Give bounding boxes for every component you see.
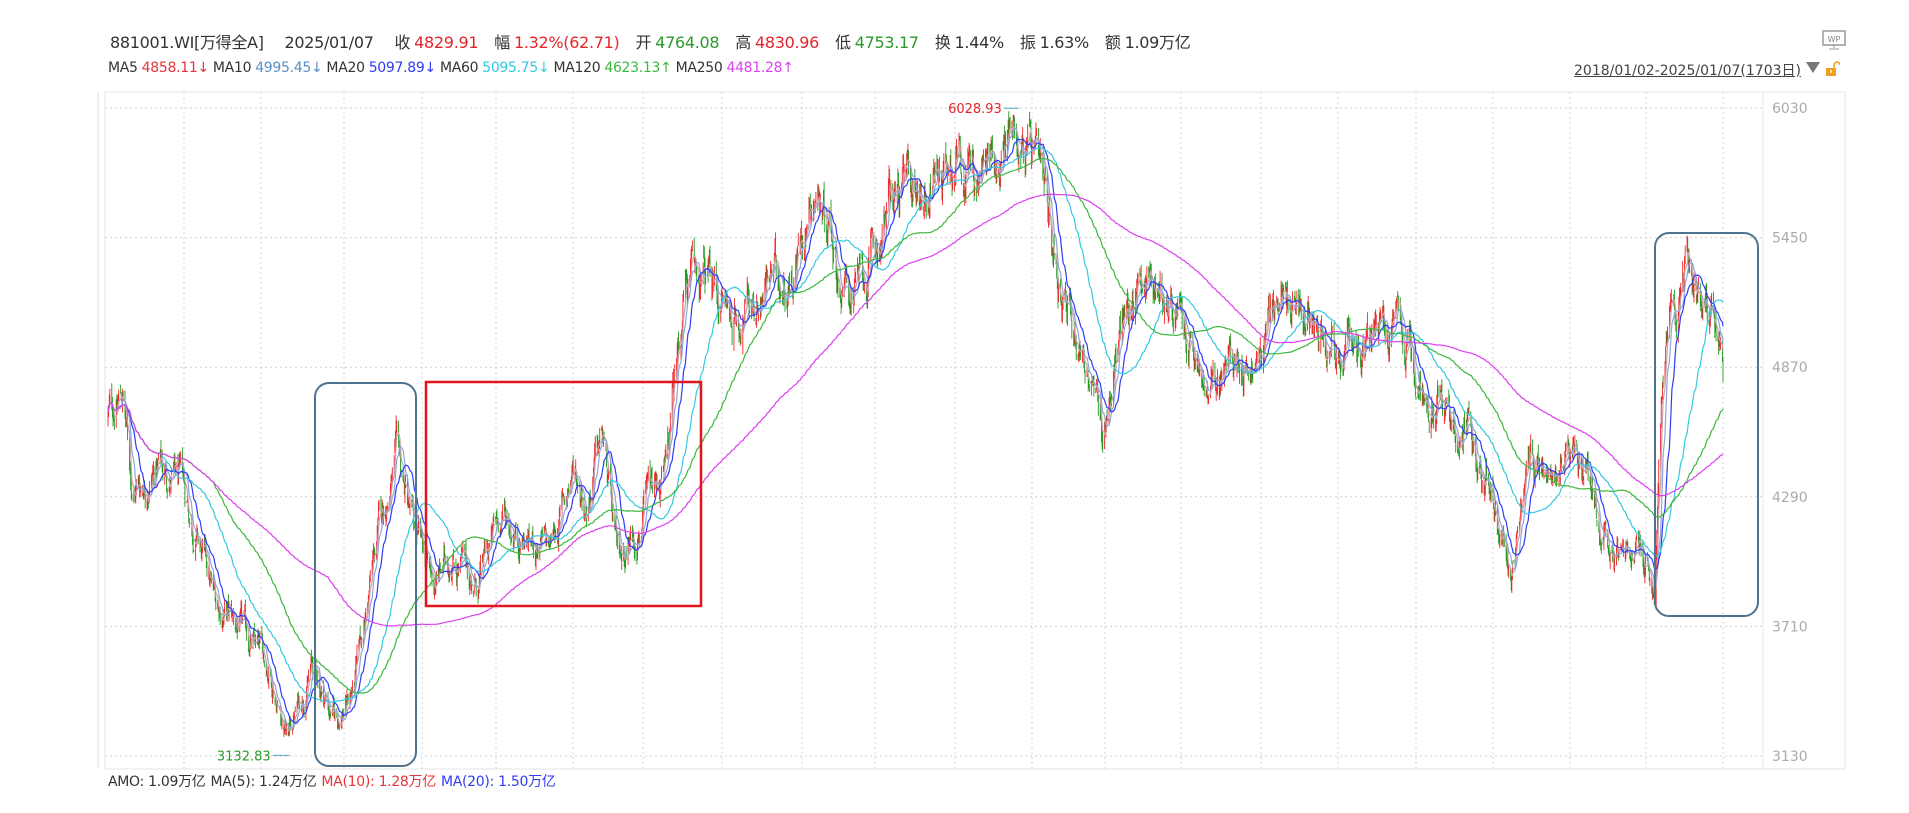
ma-line-ma250 xyxy=(107,193,1724,627)
amount-item: MA(20): 1.50万亿 xyxy=(440,774,556,790)
quote-field-label: 低 xyxy=(835,33,851,52)
quote-field-value: 4829.91 xyxy=(414,33,479,52)
ma-legend-value: 5095.75↓ xyxy=(482,60,550,76)
y-tick-label: 3130 xyxy=(1772,749,1808,765)
svg-text:WP: WP xyxy=(1828,35,1841,44)
y-tick-label: 5450 xyxy=(1772,231,1808,247)
ma-legend-label: MA10 xyxy=(212,60,252,76)
date-range-link[interactable]: 2018/01/02-2025/01/07(1703日) xyxy=(1574,63,1801,79)
grid xyxy=(97,91,1846,770)
y-axis: 6030 5450 4870 4290 3710 3130 xyxy=(1772,101,1808,765)
amount-item: MA(10): 1.28万亿 xyxy=(321,774,436,790)
quote-field-label: 换 xyxy=(934,33,951,52)
ma-legend: MA5 4858.11↓ MA10 4995.45↓ MA20 5097.89↓ MA60 5… xyxy=(108,60,798,76)
quote-field: 开 4764.08 xyxy=(635,33,719,52)
amount-item: MA(5): 1.24万亿 xyxy=(210,774,317,790)
triangle-down-icon[interactable] xyxy=(1806,62,1820,73)
ma-line-ma10 xyxy=(107,127,1724,729)
quote-field: 振 1.63% xyxy=(1020,33,1089,52)
quote-field: 额 1.09万亿 xyxy=(1105,33,1191,52)
ma-line-ma120 xyxy=(107,158,1724,694)
annotations: 6028.93 3132.83 xyxy=(217,102,1759,767)
quote-field-value: 1.44% xyxy=(954,33,1005,52)
amount-bar: AMO: 1.09万亿 MA(5): 1.24万亿 MA(10): 1.28万亿 MA… xyxy=(108,771,561,791)
quote-field-value: 4753.17 xyxy=(854,33,919,52)
ma-legend-value: 4995.45↓ xyxy=(255,60,323,76)
quote-field-label: 幅 xyxy=(494,33,510,52)
max-price-label: 6028.93 xyxy=(948,102,1002,117)
moving-average-lines xyxy=(107,126,1724,733)
quote-field-label: 开 xyxy=(635,33,652,52)
ma-legend-value: 4623.13↑ xyxy=(604,60,672,76)
quote-field: 低 4753.17 xyxy=(835,33,919,52)
quote-field-label: 收 xyxy=(394,33,411,52)
quote-field-label: 额 xyxy=(1104,33,1121,52)
y-tick-label: 6030 xyxy=(1772,101,1808,117)
ma-legend-value: 4481.28↑ xyxy=(726,60,794,76)
quote-header: 881001.WI[万得全A] 2025/01/07 收 4829.91 幅 1.32… xyxy=(110,29,1210,53)
ma-legend-label: MA20 xyxy=(326,60,365,76)
ma-legend-label: MA120 xyxy=(553,60,601,76)
quote-field: 收 4829.91 xyxy=(394,33,478,52)
ma-legend-value: 4858.11↓ xyxy=(141,60,210,76)
quote-field-value: 1.09万亿 xyxy=(1124,33,1191,52)
quote-field-label: 高 xyxy=(735,33,751,52)
amount-item: AMO: 1.09万亿 xyxy=(108,774,206,790)
quote-field-value: 4830.96 xyxy=(754,33,820,52)
wp-monitor-icon[interactable]: WP xyxy=(1822,30,1846,50)
quote-date: 2025/01/07 xyxy=(284,33,374,52)
y-tick-label: 4290 xyxy=(1772,490,1808,506)
quote-field-label: 振 xyxy=(1019,33,1036,52)
quote-field-value: 1.32%(62.71) xyxy=(513,33,620,52)
ma-line-ma5 xyxy=(107,126,1724,733)
ma-line-ma60 xyxy=(107,147,1724,703)
y-tick-label: 3710 xyxy=(1772,619,1808,635)
quote-field: 高 4830.96 xyxy=(735,33,819,52)
quote-field: 换 1.44% xyxy=(935,33,1004,52)
ma-legend-value: 5097.89↓ xyxy=(368,60,437,76)
index-code: 881001.WI[万得全A] xyxy=(110,33,264,52)
highlight-box-red xyxy=(424,380,703,608)
y-tick-label: 4870 xyxy=(1772,360,1808,376)
quote-field: 幅 1.32%(62.71) xyxy=(494,33,620,52)
highlight-box-blue-2024 xyxy=(1654,232,1759,617)
ma-legend-label: MA250 xyxy=(675,60,723,76)
ma-legend-label: MA5 xyxy=(108,60,138,76)
unlock-icon[interactable] xyxy=(1826,61,1841,77)
ma-line-ma20 xyxy=(107,138,1724,724)
candles xyxy=(107,111,1724,737)
quote-field-value: 4764.08 xyxy=(655,33,720,52)
ma-legend-label: MA60 xyxy=(439,60,479,76)
quote-field-value: 1.63% xyxy=(1039,33,1090,52)
min-price-label: 3132.83 xyxy=(217,749,271,764)
plot-frame xyxy=(104,91,1846,770)
highlight-box-blue-2019 xyxy=(314,382,417,767)
